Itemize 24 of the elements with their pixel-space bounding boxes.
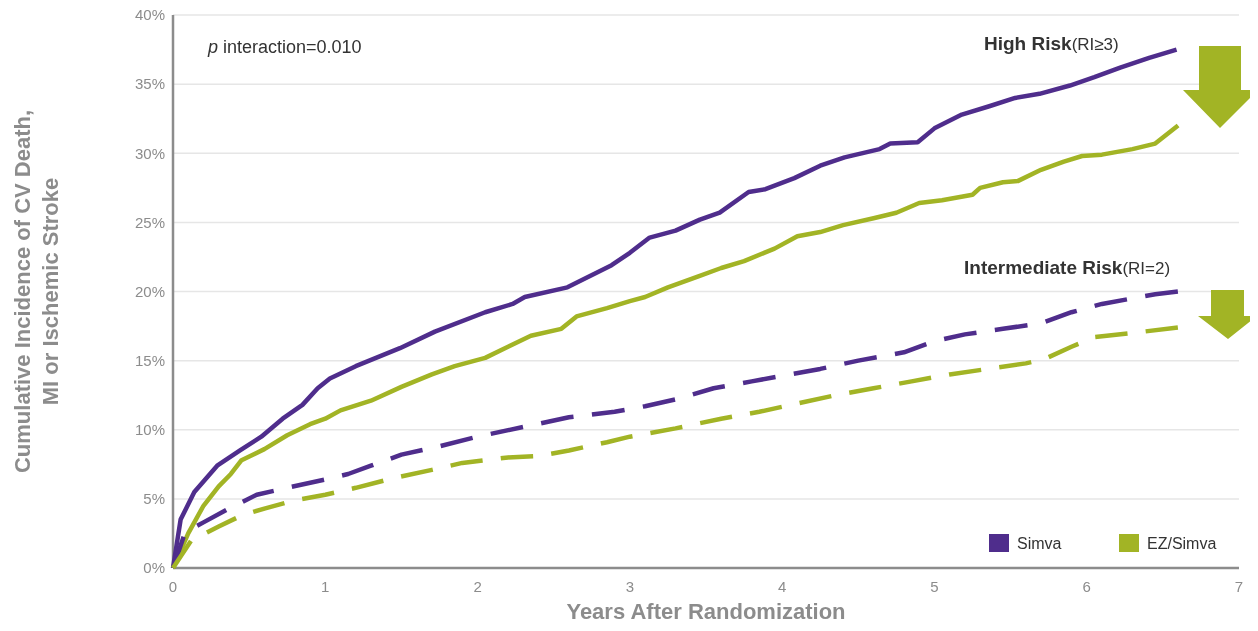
x-tick-label: 1 bbox=[321, 578, 330, 595]
annotation: Intermediate Risk(RI=2) bbox=[964, 257, 1171, 278]
x-tick-label: 0 bbox=[168, 578, 178, 595]
y-tick-label: 15% bbox=[134, 351, 165, 369]
y-tick-label: 0% bbox=[143, 559, 165, 577]
x-tick-label: 2 bbox=[473, 578, 482, 595]
legend-label: Simva bbox=[1017, 534, 1062, 552]
legend-label: EZ/Simva bbox=[1147, 534, 1217, 552]
x-axis-title: Years After Randomization bbox=[566, 599, 846, 624]
y-tick-label: 30% bbox=[134, 144, 165, 162]
annotation: p interaction=0.010 bbox=[207, 37, 362, 57]
annotation: High Risk(RI≥3) bbox=[984, 33, 1119, 54]
y-tick-label: 20% bbox=[134, 282, 165, 300]
x-tick-label: 4 bbox=[777, 578, 787, 595]
y-tick-label: 35% bbox=[134, 75, 165, 93]
y-axis-title: Cumulative Incidence of CV Death, MI or Ischemic Stroke bbox=[10, 109, 63, 474]
y-tick-label: 5% bbox=[143, 490, 165, 508]
y-tick-label: 25% bbox=[134, 213, 165, 231]
x-tick-label: 6 bbox=[1082, 578, 1091, 595]
x-tick-label: 7 bbox=[1234, 578, 1244, 595]
x-tick-label: 3 bbox=[625, 578, 635, 595]
y-tick-label: 40% bbox=[134, 6, 165, 24]
y-tick-label: 10% bbox=[134, 421, 165, 438]
x-tick-label: 5 bbox=[930, 578, 939, 595]
